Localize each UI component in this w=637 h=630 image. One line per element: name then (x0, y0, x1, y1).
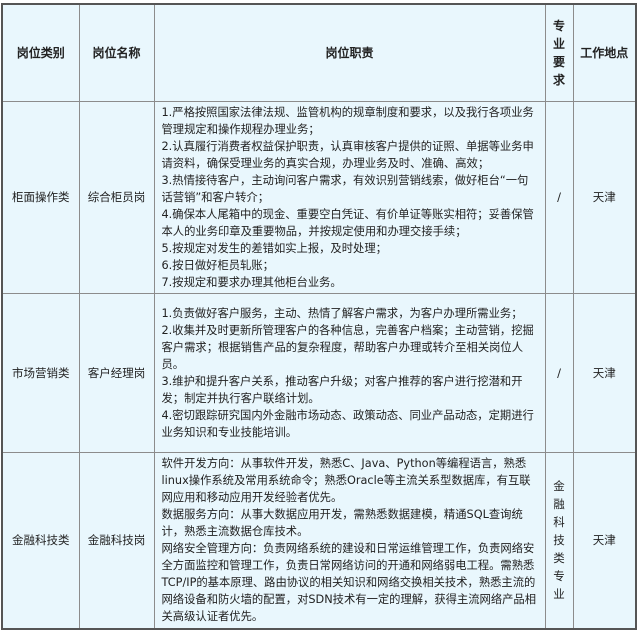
header-major: 专业要求 (544, 3, 574, 102)
major-cell: / (544, 101, 574, 294)
duties-cell: 软件开发方向：从事软件开发，熟悉C、Java、Python等编程语言，熟悉lin… (153, 452, 546, 629)
duty-item: 7.按规定和要求办理其他柜台业务。 (161, 276, 342, 289)
table-row: 市场营销类 客户经理岗 1.负责做好客户服务，主动、热情了解客户需求，为客户办理… (1, 293, 637, 453)
major-cell: / (544, 293, 574, 453)
category-cell: 市场营销类 (1, 293, 80, 453)
name-cell: 金融科技岗 (78, 452, 155, 629)
table-row: 金融科技类 金融科技岗 软件开发方向：从事软件开发，熟悉C、Java、Pytho… (1, 452, 637, 629)
duty-item: 6.按日做好柜员轧账； (161, 259, 274, 272)
name-cell: 综合柜员岗 (78, 101, 155, 294)
duty-item: 5.按规定对发生的差错如实上报，及时处理； (161, 242, 387, 255)
table-row: 柜面操作类 综合柜员岗 1.严格按照国家法律法规、监管机构的规章制度和要求，以及… (1, 101, 637, 294)
duty-item: 4.确保本人尾箱中的现金、重要空白凭证、有价单证等账实相符；妥善保管本人的业务印… (161, 208, 534, 238)
duties-cell: 1.严格按照国家法律法规、监管机构的规章制度和要求，以及我行各项业务管理规定和操… (153, 101, 546, 294)
header-location: 工作地点 (572, 3, 637, 102)
category-cell: 金融科技类 (1, 452, 80, 629)
header-duties: 岗位职责 (153, 3, 546, 102)
duty-item: 3.维护和提升客户关系，推动客户升级；对客户推荐的客户进行挖潜和开发；制定并执行… (161, 375, 523, 405)
duty-item: 2.收集并及时更新所管理客户的各种信息，完善客户档案；主动营销，挖掘客户需求；根… (161, 324, 534, 371)
duty-item: 1.负责做好客户服务，主动、热情了解客户需求，为客户办理所需业务； (161, 307, 523, 320)
location-cell: 天津 (572, 452, 637, 629)
duty-item: 3.热情接待客户，主动询问客户需求，有效识别营销线索，做好柜台“一句话营销”和客… (161, 174, 529, 204)
name-cell: 客户经理岗 (78, 293, 155, 453)
location-cell: 天津 (572, 101, 637, 294)
duties-cell: 1.负责做好客户服务，主动、热情了解客户需求，为客户办理所需业务； 2.收集并及… (153, 293, 546, 453)
job-table: 岗位类别 岗位名称 岗位职责 专业要求 工作地点 柜面操作类 综合柜员岗 1.严… (1, 3, 637, 630)
major-cell: 金融科技类专业 (544, 452, 574, 629)
duty-item: 1.严格按照国家法律法规、监管机构的规章制度和要求，以及我行各项业务管理规定和操… (161, 106, 534, 136)
header-category: 岗位类别 (1, 3, 80, 102)
header-name: 岗位名称 (78, 3, 155, 102)
duty-item: 数据服务方向：从事大数据应用开发，需熟悉数据建模，精通SQL查询统计，熟悉主流数… (161, 508, 523, 539)
header-row: 岗位类别 岗位名称 岗位职责 专业要求 工作地点 (1, 3, 637, 102)
location-cell: 天津 (572, 293, 637, 453)
duty-item: 软件开发方向：从事软件开发，熟悉C、Java、Python等编程语言，熟悉lin… (161, 457, 531, 505)
duty-item: 2.认真履行消费者权益保护职责，认真审核客户提供的证照、单据等业务申请资料，确保… (161, 140, 534, 170)
duty-item: 网络安全管理方向：负责网络系统的建设和日常运维管理工作，负责网络安全方面监控和管… (161, 542, 537, 624)
duty-item: 4.密切跟踪研究国内外金融市场动态、政策动态、同业产品动态，定期进行业务知识和专… (161, 409, 534, 439)
category-cell: 柜面操作类 (1, 101, 80, 294)
